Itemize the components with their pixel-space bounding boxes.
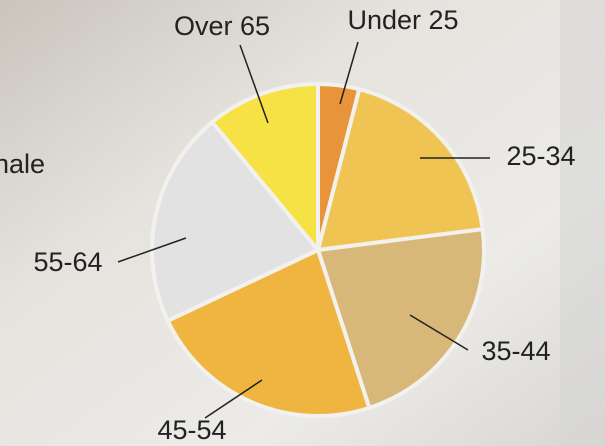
chart: nale Under 25 25-34 35-44 45-54 55-64 Over 65 [0, 0, 605, 446]
slice-label: 45-54 [157, 415, 226, 445]
slice-label: 55-64 [33, 247, 102, 277]
slice-label: Over 65 [174, 11, 270, 41]
slice-label: Under 25 [347, 5, 458, 35]
cut-label: nale [0, 149, 45, 179]
background-panel [560, 0, 605, 446]
slice-label: 25-34 [506, 141, 575, 171]
slice-label: 35-44 [481, 336, 550, 366]
pie [152, 84, 484, 416]
